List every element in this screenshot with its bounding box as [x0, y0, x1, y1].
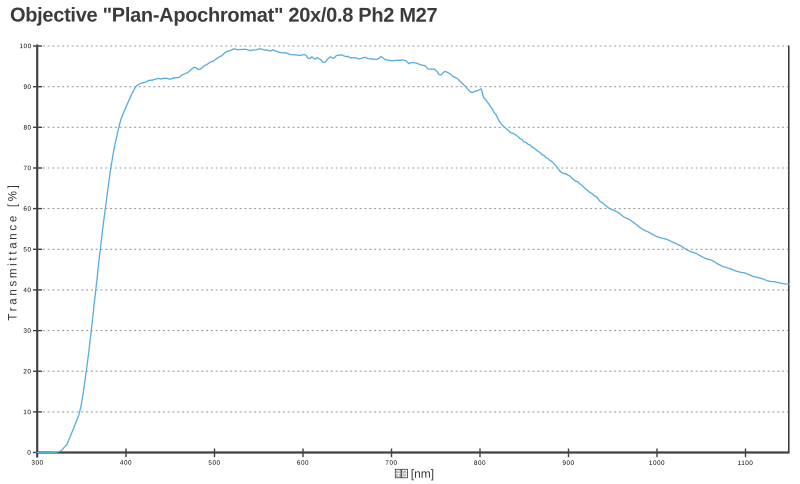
svg-text:100: 100 [19, 43, 31, 50]
svg-text:1000: 1000 [649, 460, 665, 467]
svg-text:Objective "Plan-Apochromat" 20: Objective "Plan-Apochromat" 20x/0.8 Ph2 … [10, 5, 438, 27]
svg-text:Transmittance [%]: Transmittance [%] [8, 182, 20, 320]
svg-text:700: 700 [385, 460, 397, 467]
svg-text:500: 500 [208, 460, 220, 467]
svg-text:80: 80 [23, 124, 31, 131]
svg-text:E2: E2 [396, 474, 400, 478]
svg-text:400: 400 [120, 460, 132, 467]
svg-text:70: 70 [23, 165, 31, 172]
svg-text:90: 90 [24, 84, 32, 91]
svg-text:95: 95 [403, 470, 407, 474]
svg-text:7F: 7F [403, 474, 407, 478]
svg-text:[nm]: [nm] [411, 467, 434, 481]
svg-text:40: 40 [23, 287, 31, 294]
svg-text:0: 0 [27, 450, 31, 457]
svg-text:30: 30 [23, 328, 31, 335]
svg-text:900: 900 [562, 460, 574, 467]
svg-text:600: 600 [297, 460, 309, 467]
svg-text:1100: 1100 [738, 460, 754, 467]
svg-text:6C: 6C [396, 470, 401, 474]
svg-text:60: 60 [23, 206, 31, 213]
svg-text:800: 800 [474, 460, 486, 467]
svg-text:300: 300 [31, 460, 43, 467]
svg-text:20: 20 [23, 368, 31, 375]
svg-text:10: 10 [23, 409, 31, 416]
svg-text:50: 50 [23, 246, 31, 253]
